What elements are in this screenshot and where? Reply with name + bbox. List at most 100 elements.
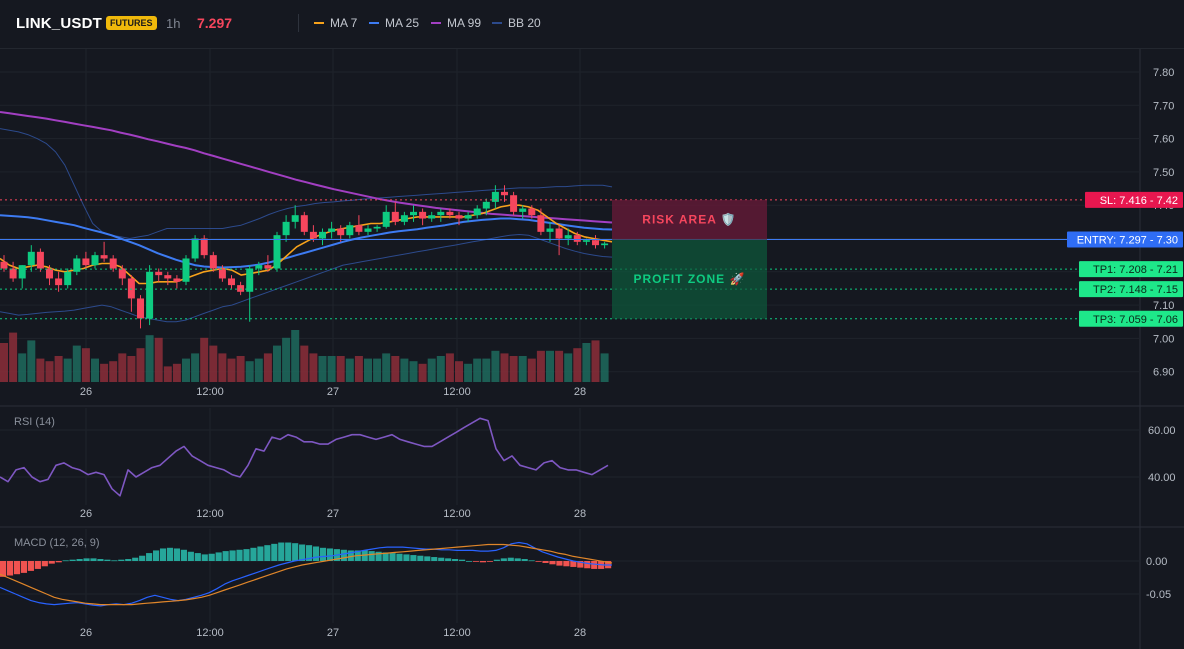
legend-bb20-label: BB 20 [508,16,541,30]
time-tick-label: 12:00 [443,508,471,520]
time-tick-label: 28 [574,508,586,520]
volume-bar [254,358,263,382]
timeframe-label[interactable]: 1h [166,16,181,31]
macd-histogram-bar [570,561,577,567]
volume-bar [300,345,309,382]
candle-body [464,215,472,219]
macd-histogram-bar [292,543,299,561]
symbol-name[interactable]: LINK_USDT [16,15,102,32]
macd-histogram-bar [347,550,354,561]
volume-bar [218,353,227,382]
candle-body [91,255,99,266]
macd-histogram-bar [493,559,500,561]
candle-body [473,208,481,216]
volume-bar [0,343,8,382]
legend-ma7[interactable]: MA 7 [314,16,357,30]
candle-body [118,268,126,279]
volume-bar [9,332,18,382]
legend-ma7-swatch [314,22,324,24]
macd-histogram-bar [236,549,243,561]
candle-body [82,258,90,266]
candle-body [100,255,108,259]
macd-line [0,541,612,607]
volume-bar [100,363,109,382]
candle-body [519,208,527,212]
macd-histogram-bar [194,553,201,561]
time-tick-label: 12:00 [443,627,471,639]
volume-bar [91,358,99,382]
macd-histogram-bar [584,561,591,569]
macd-histogram-bar [278,542,285,561]
time-tick-label: 12:00 [196,386,224,398]
volume-bar [464,363,473,382]
time-tick-label: 26 [80,508,92,520]
macd-histogram-bar [577,561,584,568]
candle-body [546,228,554,232]
macd-histogram-bar [382,552,389,561]
volume-bar [354,356,363,382]
macd-histogram-bar [312,546,320,561]
volume-bar [273,345,281,382]
macd-histogram-bar [243,549,250,561]
macd-histogram-bar [459,559,466,561]
macd-histogram-bar [368,551,375,561]
legend-ma25-swatch [369,22,379,24]
chart-header: LINK_USDT FUTURES 1h 7.297 MA 7 MA 25 MA… [0,0,1184,49]
candle-body [55,278,63,286]
volume-bar [54,356,63,382]
volume-bar [418,363,427,382]
macd-histogram-bar [591,561,598,569]
macd-histogram-bar [500,558,507,561]
candle-body [592,240,599,246]
legend-ma25[interactable]: MA 25 [369,16,419,30]
candle-body [109,258,117,269]
candle-body [164,275,172,279]
macd-histogram-bar [472,561,480,562]
candle-body [382,211,390,227]
candle-body [328,228,336,232]
macd-histogram-bar [13,561,21,575]
candle-body [255,265,263,269]
candle-body [18,265,26,279]
volume-bar [391,356,400,382]
macd-histogram-bar [417,555,424,561]
macd-histogram-bar [222,551,229,561]
macd-histogram-bar [431,557,438,561]
macd-histogram-bar [271,543,278,561]
tp2-price-tag-bg [1079,281,1183,298]
time-tick-label: 27 [327,508,339,520]
rsi-tick-label: 60.00 [1148,425,1176,437]
candle-body [191,238,199,259]
macd-histogram-bar [34,561,41,569]
volume-bars [0,330,609,382]
macd-histogram-bar [146,553,153,561]
legend-ma99-swatch [431,22,441,24]
macd-histogram-bar [111,560,118,562]
volume-bar [509,356,518,382]
macd-histogram-bar [215,552,222,561]
volume-bar [209,345,218,382]
time-tick-label: 27 [327,386,339,398]
macd-histogram-bar [507,557,514,561]
volume-bar [546,350,554,382]
volume-bar [309,353,318,382]
volume-bar [473,358,482,382]
macd-histogram-bar [104,559,111,561]
legend-ma99[interactable]: MA 99 [431,16,481,30]
macd-histogram-bar [319,547,327,561]
volume-bar [318,356,327,382]
sl-price-tag-text: SL: 7.416 - 7.42 [1100,195,1178,207]
macd-histogram-bar [48,561,55,564]
candle-body [127,278,135,299]
macd-histogram-bar [201,554,208,561]
candle-body [0,261,8,269]
macd-histogram-bar [125,559,132,561]
macd-histogram-bar [424,556,431,561]
macd-histogram-bar [563,561,570,567]
price-tick-label: 7.80 [1153,67,1174,79]
volume-bar [518,356,527,382]
ma7-line [0,204,613,285]
macd-histogram-bar [166,547,174,561]
legend-bb20[interactable]: BB 20 [492,16,541,30]
